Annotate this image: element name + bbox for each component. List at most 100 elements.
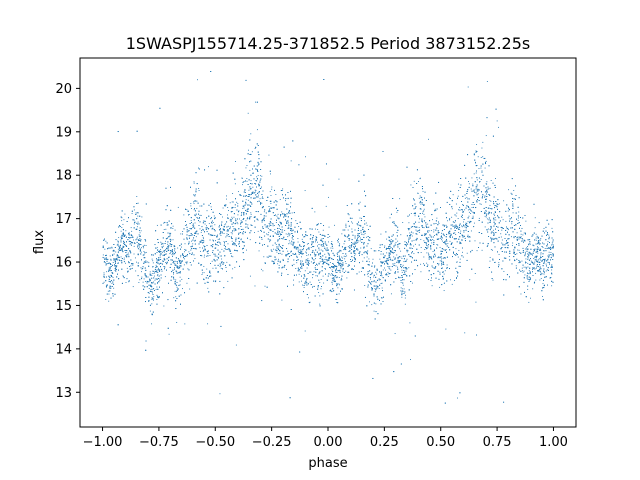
scatter-point	[415, 229, 417, 231]
scatter-point	[317, 229, 319, 230]
scatter-point	[296, 255, 298, 257]
scatter-point	[188, 230, 190, 231]
scatter-point	[447, 220, 449, 222]
scatter-point	[344, 258, 346, 260]
scatter-point	[536, 246, 538, 248]
scatter-point	[492, 237, 494, 239]
scatter-point	[314, 253, 316, 255]
scatter-point	[278, 264, 280, 266]
scatter-point	[263, 256, 265, 258]
scatter-point	[459, 206, 461, 208]
scatter-point	[552, 246, 553, 248]
scatter-point	[535, 279, 537, 281]
scatter-point	[304, 270, 306, 272]
scatter-point	[341, 233, 343, 235]
scatter-point	[456, 261, 458, 263]
scatter-point	[236, 201, 238, 203]
scatter-point	[416, 233, 418, 235]
scatter-point	[133, 219, 135, 221]
scatter-point	[170, 232, 172, 234]
scatter-point	[150, 274, 152, 276]
scatter-point	[401, 265, 403, 267]
scatter-point	[390, 293, 392, 295]
scatter-point	[136, 261, 137, 263]
scatter-point	[482, 141, 484, 143]
scatter-point	[179, 276, 181, 278]
scatter-point	[449, 236, 451, 237]
scatter-point	[379, 279, 381, 281]
scatter-point	[439, 246, 441, 248]
scatter-point	[136, 226, 138, 228]
scatter-point	[438, 238, 440, 240]
scatter-point	[542, 283, 544, 285]
scatter-point	[389, 268, 391, 270]
scatter-point	[193, 181, 195, 183]
scatter-point	[403, 271, 405, 273]
scatter-point	[526, 247, 528, 249]
scatter-point	[275, 222, 277, 223]
scatter-point	[492, 229, 494, 231]
scatter-point	[422, 211, 424, 213]
scatter-point	[434, 235, 435, 236]
scatter-point	[318, 262, 320, 264]
scatter-point	[109, 281, 111, 282]
scatter-point	[437, 244, 439, 246]
scatter-point	[308, 260, 310, 262]
scatter-point	[137, 221, 139, 223]
scatter-point	[325, 268, 326, 270]
scatter-point	[386, 238, 388, 240]
scatter-point	[104, 248, 106, 250]
scatter-point	[152, 270, 154, 272]
scatter-point	[413, 180, 415, 182]
scatter-point	[433, 229, 435, 231]
scatter-point	[137, 202, 139, 204]
scatter-point	[539, 249, 540, 251]
scatter-point	[232, 256, 234, 258]
scatter-point	[246, 178, 248, 179]
scatter-point	[228, 264, 230, 266]
scatter-point	[177, 247, 179, 249]
scatter-point	[237, 214, 239, 216]
scatter-point	[279, 232, 281, 234]
scatter-point	[324, 253, 326, 255]
scatter-point	[225, 236, 227, 238]
scatter-point	[272, 244, 274, 246]
scatter-point	[295, 220, 297, 222]
scatter-point	[155, 264, 157, 266]
scatter-point	[193, 201, 194, 203]
scatter-point	[407, 250, 409, 252]
scatter-point	[464, 223, 466, 225]
scatter-point	[452, 194, 454, 196]
scatter-point	[315, 241, 316, 243]
scatter-point	[306, 255, 308, 256]
scatter-point	[290, 225, 292, 227]
scatter-point	[293, 263, 295, 265]
scatter-point	[481, 147, 483, 149]
scatter-point	[196, 200, 198, 202]
scatter-point	[351, 221, 352, 223]
scatter-point	[168, 333, 170, 335]
scatter-point	[540, 272, 542, 274]
scatter-point	[245, 167, 247, 169]
scatter-point	[169, 235, 171, 237]
scatter-point	[400, 287, 402, 289]
scatter-point	[261, 175, 263, 177]
scatter-point	[241, 178, 243, 179]
scatter-point	[290, 160, 292, 162]
scatter-point	[418, 181, 419, 182]
scatter-point	[192, 225, 194, 226]
scatter-point	[309, 301, 311, 303]
scatter-point	[496, 120, 498, 122]
scatter-point	[205, 227, 207, 229]
scatter-point	[347, 246, 349, 248]
scatter-point	[478, 168, 480, 170]
scatter-point	[107, 263, 109, 265]
scatter-point	[468, 183, 470, 185]
scatter-point	[331, 244, 333, 246]
scatter-point	[123, 219, 125, 221]
scatter-point	[518, 211, 520, 213]
scatter-point	[390, 239, 392, 241]
scatter-point	[137, 215, 139, 217]
scatter-point	[421, 225, 422, 227]
scatter-point	[427, 223, 429, 225]
